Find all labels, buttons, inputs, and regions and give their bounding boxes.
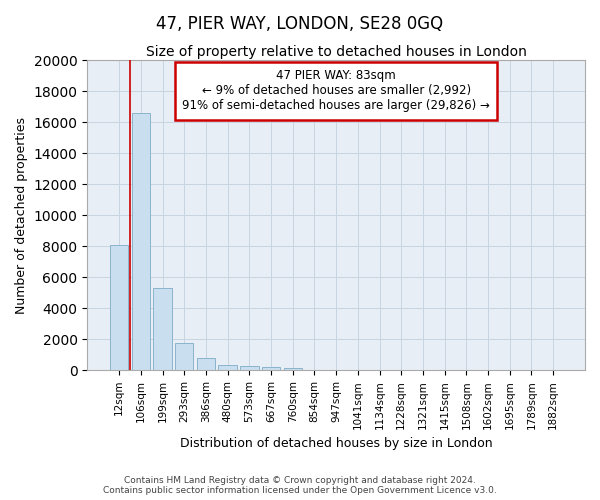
Text: Contains HM Land Registry data © Crown copyright and database right 2024.
Contai: Contains HM Land Registry data © Crown c… [103, 476, 497, 495]
Bar [262, 367, 280, 370]
Bar [154, 288, 172, 370]
Bar [240, 366, 259, 370]
Bar [197, 358, 215, 370]
Bar [110, 244, 128, 370]
Title: Size of property relative to detached houses in London: Size of property relative to detached ho… [146, 45, 527, 59]
Bar [131, 113, 150, 370]
X-axis label: Distribution of detached houses by size in London: Distribution of detached houses by size … [180, 437, 493, 450]
Bar [175, 343, 193, 370]
Text: 47, PIER WAY, LONDON, SE28 0GQ: 47, PIER WAY, LONDON, SE28 0GQ [157, 15, 443, 33]
Y-axis label: Number of detached properties: Number of detached properties [15, 116, 28, 314]
Text: 47 PIER WAY: 83sqm
← 9% of detached houses are smaller (2,992)
91% of semi-detac: 47 PIER WAY: 83sqm ← 9% of detached hous… [182, 70, 490, 112]
Bar [218, 365, 237, 370]
Bar [284, 368, 302, 370]
